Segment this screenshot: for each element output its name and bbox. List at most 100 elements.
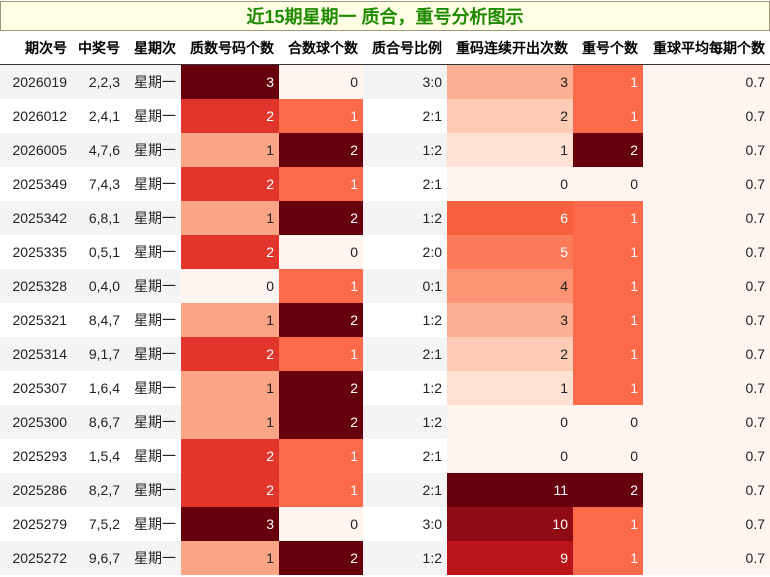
cell-prime-count: 1 — [181, 371, 279, 405]
cell-winning-numbers: 1,5,4 — [72, 439, 125, 473]
cell-repeat-streak: 1 — [447, 133, 573, 167]
header-composite-count: 合数球个数 — [279, 32, 363, 65]
cell-prime-count: 1 — [181, 303, 279, 337]
cell-repeat-count: 1 — [573, 337, 643, 371]
cell-issue: 2026005 — [0, 133, 72, 167]
cell-repeat-streak: 3 — [447, 64, 573, 99]
table-row: 2025293 1,5,4 星期一 2 1 2:1 0 0 0.7 — [0, 439, 770, 473]
cell-winning-numbers: 7,5,2 — [72, 507, 125, 541]
cell-repeat-streak: 0 — [447, 167, 573, 201]
cell-repeat-streak: 11 — [447, 473, 573, 507]
cell-winning-numbers: 1,6,4 — [72, 371, 125, 405]
cell-repeat-streak: 4 — [447, 269, 573, 303]
cell-repeat-count: 1 — [573, 541, 643, 575]
cell-prime-count: 1 — [181, 133, 279, 167]
cell-prime-count: 1 — [181, 405, 279, 439]
table-row: 2025314 9,1,7 星期一 2 1 2:1 2 1 0.7 — [0, 337, 770, 371]
cell-repeat-average: 0.7 — [643, 99, 770, 133]
cell-repeat-average: 0.7 — [643, 541, 770, 575]
cell-weekday: 星期一 — [125, 64, 181, 99]
cell-repeat-count: 1 — [573, 269, 643, 303]
cell-prime-count: 1 — [181, 541, 279, 575]
cell-weekday: 星期一 — [125, 337, 181, 371]
header-prime-count: 质数号码个数 — [181, 32, 279, 65]
cell-prime-count: 1 — [181, 201, 279, 235]
header-row: 期次号 中奖号 星期次 质数号码个数 合数球个数 质合号比例 重码连续开出次数 … — [0, 32, 770, 65]
cell-repeat-average: 0.7 — [643, 269, 770, 303]
table-row: 2026005 4,7,6 星期一 1 2 1:2 1 2 0.7 — [0, 133, 770, 167]
cell-composite-count: 0 — [279, 235, 363, 269]
cell-prime-composite-ratio: 2:1 — [363, 439, 447, 473]
table-row: 2025279 7,5,2 星期一 3 0 3:0 10 1 0.7 — [0, 507, 770, 541]
cell-weekday: 星期一 — [125, 235, 181, 269]
cell-prime-composite-ratio: 1:2 — [363, 201, 447, 235]
cell-weekday: 星期一 — [125, 473, 181, 507]
cell-repeat-streak: 5 — [447, 235, 573, 269]
cell-winning-numbers: 6,8,1 — [72, 201, 125, 235]
header-winning-numbers: 中奖号 — [72, 32, 125, 65]
cell-winning-numbers: 0,5,1 — [72, 235, 125, 269]
cell-prime-count: 0 — [181, 269, 279, 303]
cell-issue: 2025307 — [0, 371, 72, 405]
cell-repeat-average: 0.7 — [643, 303, 770, 337]
cell-issue: 2025286 — [0, 473, 72, 507]
cell-repeat-streak: 10 — [447, 507, 573, 541]
cell-winning-numbers: 0,4,0 — [72, 269, 125, 303]
cell-repeat-average: 0.7 — [643, 201, 770, 235]
table-row: 2025300 8,6,7 星期一 1 2 1:2 0 0 0.7 — [0, 405, 770, 439]
cell-composite-count: 1 — [279, 337, 363, 371]
cell-prime-count: 2 — [181, 337, 279, 371]
cell-prime-composite-ratio: 1:2 — [363, 541, 447, 575]
table-row: 2026012 2,4,1 星期一 2 1 2:1 2 1 0.7 — [0, 99, 770, 133]
cell-issue: 2025328 — [0, 269, 72, 303]
table-row: 2025307 1,6,4 星期一 1 2 1:2 1 1 0.7 — [0, 371, 770, 405]
cell-issue: 2025314 — [0, 337, 72, 371]
cell-weekday: 星期一 — [125, 303, 181, 337]
cell-winning-numbers: 9,6,7 — [72, 541, 125, 575]
header-weekday: 星期次 — [125, 32, 181, 65]
cell-issue: 2025342 — [0, 201, 72, 235]
cell-prime-composite-ratio: 2:1 — [363, 167, 447, 201]
table-row: 2025349 7,4,3 星期一 2 1 2:1 0 0 0.7 — [0, 167, 770, 201]
cell-repeat-count: 1 — [573, 371, 643, 405]
cell-prime-count: 3 — [181, 507, 279, 541]
cell-issue: 2025300 — [0, 405, 72, 439]
cell-prime-composite-ratio: 0:1 — [363, 269, 447, 303]
cell-prime-composite-ratio: 1:2 — [363, 371, 447, 405]
cell-repeat-count: 1 — [573, 507, 643, 541]
header-repeat-count: 重号个数 — [573, 32, 643, 65]
chart-title: 近15期星期一 质合，重号分析图示 — [0, 1, 770, 31]
cell-composite-count: 1 — [279, 439, 363, 473]
header-issue: 期次号 — [0, 32, 72, 65]
cell-issue: 2026012 — [0, 99, 72, 133]
cell-weekday: 星期一 — [125, 507, 181, 541]
cell-prime-composite-ratio: 1:2 — [363, 405, 447, 439]
cell-weekday: 星期一 — [125, 133, 181, 167]
table-row: 2026019 2,2,3 星期一 3 0 3:0 3 1 0.7 — [0, 64, 770, 99]
cell-weekday: 星期一 — [125, 541, 181, 575]
cell-winning-numbers: 9,1,7 — [72, 337, 125, 371]
cell-prime-composite-ratio: 2:0 — [363, 235, 447, 269]
table-row: 2025335 0,5,1 星期一 2 0 2:0 5 1 0.7 — [0, 235, 770, 269]
table-row: 2025321 8,4,7 星期一 1 2 1:2 3 1 0.7 — [0, 303, 770, 337]
cell-repeat-count: 1 — [573, 64, 643, 99]
cell-issue: 2025272 — [0, 541, 72, 575]
cell-repeat-count: 1 — [573, 235, 643, 269]
cell-repeat-streak: 6 — [447, 201, 573, 235]
cell-repeat-average: 0.7 — [643, 133, 770, 167]
cell-repeat-average: 0.7 — [643, 507, 770, 541]
cell-repeat-streak: 9 — [447, 541, 573, 575]
table-row: 2025342 6,8,1 星期一 1 2 1:2 6 1 0.7 — [0, 201, 770, 235]
cell-issue: 2025279 — [0, 507, 72, 541]
cell-repeat-average: 0.7 — [643, 337, 770, 371]
cell-issue: 2026019 — [0, 64, 72, 99]
table-row: 2025286 8,2,7 星期一 2 1 2:1 11 2 0.7 — [0, 473, 770, 507]
cell-prime-composite-ratio: 2:1 — [363, 473, 447, 507]
cell-composite-count: 2 — [279, 133, 363, 167]
cell-repeat-streak: 2 — [447, 99, 573, 133]
cell-issue: 2025321 — [0, 303, 72, 337]
cell-prime-count: 2 — [181, 439, 279, 473]
cell-repeat-average: 0.7 — [643, 371, 770, 405]
cell-composite-count: 0 — [279, 64, 363, 99]
cell-repeat-streak: 0 — [447, 405, 573, 439]
